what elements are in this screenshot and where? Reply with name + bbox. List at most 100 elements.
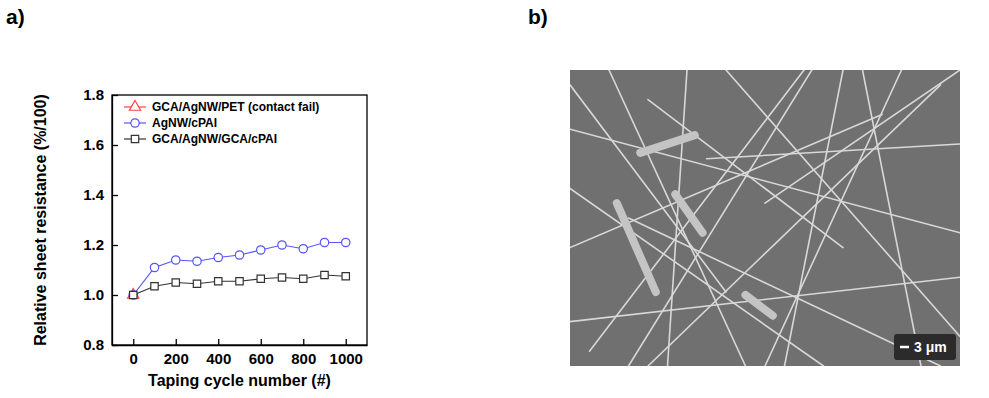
x-tick-mark bbox=[176, 339, 177, 345]
x-axis-title: Taping cycle number (#) bbox=[148, 372, 331, 389]
nanowire bbox=[570, 188, 824, 366]
y-axis-line bbox=[112, 96, 113, 346]
nanowire bbox=[765, 70, 960, 203]
legend-marker bbox=[131, 119, 139, 127]
nanowire bbox=[590, 70, 805, 351]
y-tick-label: 1.4 bbox=[83, 186, 105, 203]
legend-label: AgNW/cPAI bbox=[152, 116, 217, 130]
x-tick-label: 600 bbox=[249, 350, 274, 367]
scale-bar-label: 3 μm bbox=[914, 339, 947, 355]
y-tick-label: 1.6 bbox=[83, 136, 104, 153]
marker bbox=[257, 275, 264, 282]
marker bbox=[321, 271, 328, 278]
x-tick: 0 bbox=[130, 339, 138, 367]
marker bbox=[172, 256, 180, 264]
legend-label: GCA/AgNW/GCA/cPAI bbox=[152, 132, 277, 146]
marker bbox=[342, 238, 350, 246]
x-tick-label: 1000 bbox=[330, 350, 363, 367]
marker bbox=[150, 263, 158, 271]
series-line bbox=[133, 275, 346, 295]
marker bbox=[214, 253, 222, 261]
x-tick-mark bbox=[346, 339, 347, 345]
y-tick-mark bbox=[112, 95, 118, 96]
marker bbox=[215, 278, 222, 285]
x-tick-label: 800 bbox=[291, 350, 316, 367]
y-tick-label: 1.0 bbox=[83, 286, 104, 303]
y-tick-label: 0.8 bbox=[83, 336, 104, 353]
series-line bbox=[133, 243, 346, 296]
y-tick: 0.8 bbox=[83, 336, 118, 353]
marker bbox=[151, 283, 158, 290]
legend: GCA/AgNW/PET (contact fail) AgNW/cPAI GCA/… bbox=[124, 100, 319, 146]
x-tick: 1000 bbox=[330, 339, 363, 367]
x-axis-line bbox=[113, 345, 368, 346]
y-tick: 1.2 bbox=[83, 236, 118, 253]
figure: a) b) 0 200 400 600 800 1000 0.8 1.0 1.2 1.4 1.6 1.8 T… bbox=[0, 0, 989, 398]
nanowire bbox=[648, 100, 843, 248]
x-tick-mark bbox=[133, 339, 134, 345]
x-tick-mark bbox=[261, 339, 262, 345]
x-tick-mark bbox=[218, 339, 219, 345]
scale-bar-box bbox=[894, 334, 956, 360]
marker bbox=[193, 280, 200, 287]
x-tick-label: 200 bbox=[164, 350, 189, 367]
x-tick-label: 400 bbox=[206, 350, 231, 367]
x-tick: 200 bbox=[164, 339, 189, 367]
y-tick-mark bbox=[112, 345, 118, 346]
marker bbox=[129, 291, 137, 299]
y-tick-mark bbox=[112, 195, 118, 196]
legend-marker bbox=[131, 135, 138, 142]
nanowire bbox=[648, 85, 941, 366]
marker bbox=[257, 246, 265, 254]
legend-marker bbox=[129, 100, 140, 110]
nanorod bbox=[675, 194, 702, 232]
nanowires bbox=[570, 70, 960, 366]
nanowire bbox=[570, 85, 726, 292]
nanorod bbox=[617, 203, 656, 292]
marker bbox=[300, 275, 307, 282]
marker bbox=[235, 251, 243, 259]
nanowire bbox=[863, 70, 922, 366]
marker bbox=[278, 274, 285, 281]
y-tick-mark bbox=[112, 245, 118, 246]
y-tick-label: 1.2 bbox=[83, 236, 104, 253]
micrograph: 3 μm bbox=[570, 70, 960, 366]
marker bbox=[278, 241, 286, 249]
scale-bar bbox=[900, 346, 909, 349]
marker bbox=[299, 245, 307, 253]
x-tick: 800 bbox=[291, 339, 316, 367]
plot-frame bbox=[112, 95, 367, 345]
nanowire bbox=[785, 70, 844, 366]
panel-label: a) bbox=[6, 5, 25, 28]
nanowire bbox=[765, 70, 902, 366]
x-tick-mark bbox=[303, 339, 304, 345]
y-tick-mark bbox=[112, 145, 118, 146]
x-tick: 600 bbox=[249, 339, 274, 367]
nanowire bbox=[629, 218, 941, 366]
marker bbox=[193, 257, 201, 265]
y-tick: 1.6 bbox=[83, 136, 118, 153]
nanorod bbox=[746, 295, 773, 316]
plot-marks bbox=[128, 238, 350, 299]
marker bbox=[172, 279, 179, 286]
nanowire bbox=[629, 70, 812, 366]
marker bbox=[320, 238, 328, 246]
x-axis: 0 200 400 600 800 1000 bbox=[113, 339, 368, 367]
y-axis: 0.8 1.0 1.2 1.4 1.6 1.8 bbox=[83, 86, 118, 353]
nanowire bbox=[570, 114, 882, 247]
legend-label: GCA/AgNW/PET (contact fail) bbox=[152, 100, 319, 114]
nanowire bbox=[570, 277, 960, 321]
nanorod bbox=[640, 135, 695, 153]
y-axis-title: Relative sheet resistance (%/100) bbox=[32, 94, 49, 346]
y-tick-mark bbox=[112, 295, 118, 296]
y-tick: 1.0 bbox=[83, 286, 118, 303]
y-tick-label: 1.8 bbox=[83, 86, 104, 103]
x-tick: 400 bbox=[206, 339, 231, 367]
marker bbox=[236, 278, 243, 285]
y-tick: 1.4 bbox=[83, 186, 118, 203]
nanowire bbox=[726, 70, 960, 336]
micrograph-background bbox=[570, 70, 960, 366]
x-tick-label: 0 bbox=[130, 350, 138, 367]
panel-label: b) bbox=[528, 5, 548, 28]
marker bbox=[342, 273, 349, 280]
